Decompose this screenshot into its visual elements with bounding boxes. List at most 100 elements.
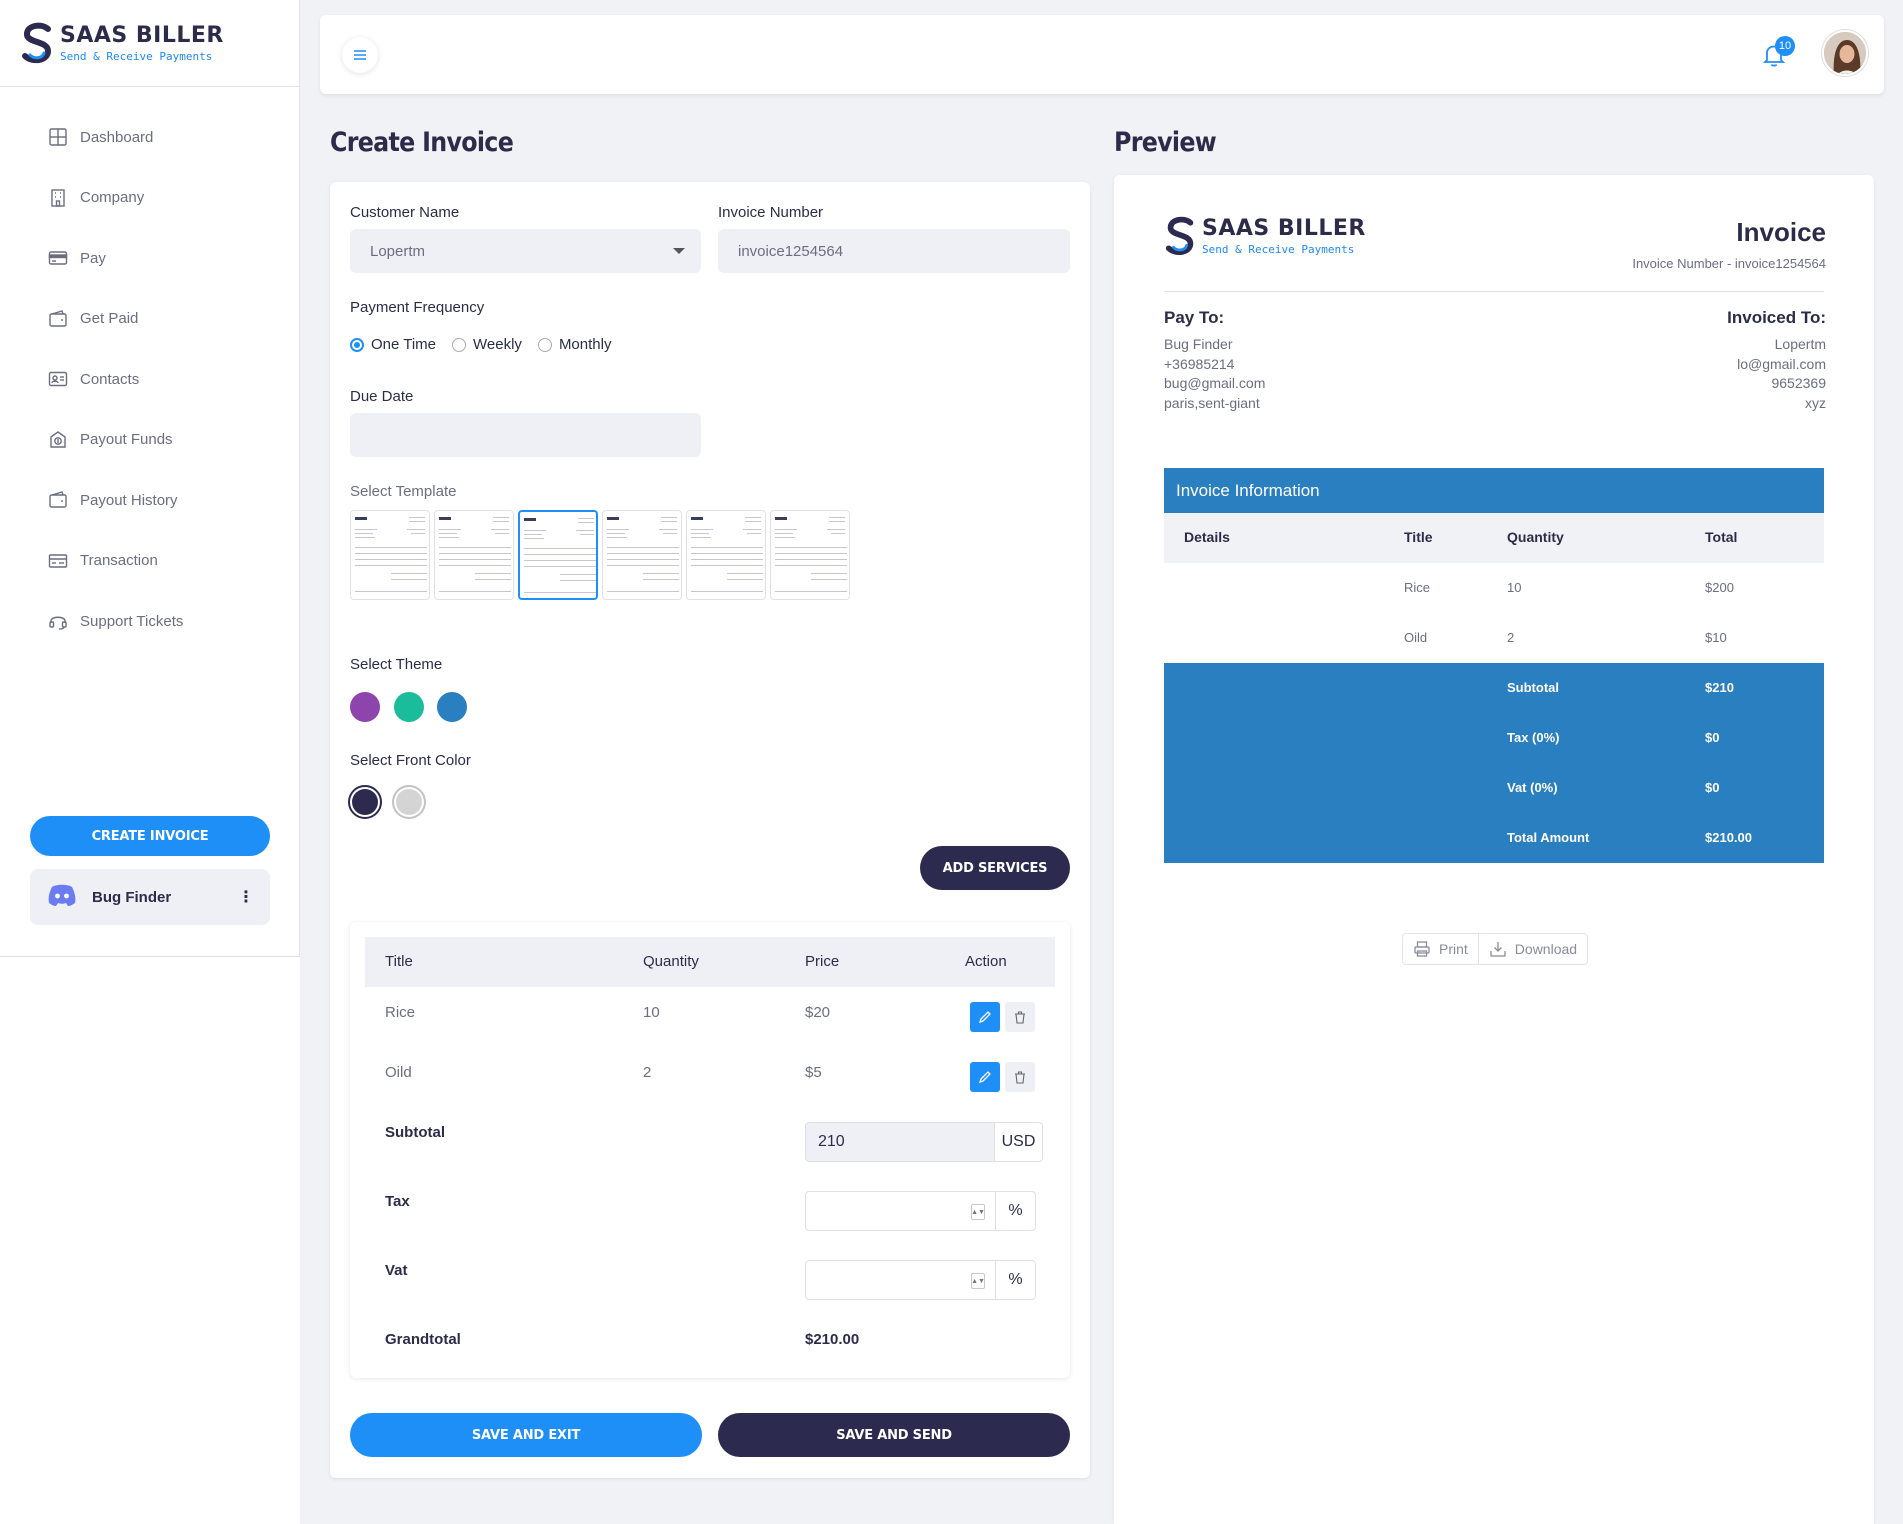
delete-service-button[interactable]: [1005, 1062, 1035, 1092]
sidebar-item-label: Payout Funds: [80, 431, 173, 449]
invoiced-to-line: lo@gmail.com: [1737, 356, 1826, 372]
template-line: [355, 547, 427, 548]
template-line: [439, 565, 511, 566]
user-avatar[interactable]: [1822, 30, 1868, 76]
select-theme-label: Select Theme: [350, 656, 443, 673]
logo-s-icon: [20, 21, 56, 65]
template-line: [727, 573, 763, 574]
sidebar-item-support-tickets[interactable]: Support Tickets: [0, 591, 299, 652]
sidebar-item-contacts[interactable]: Contacts: [0, 349, 299, 410]
template-line: [355, 533, 373, 534]
template-thumbnail[interactable]: [686, 510, 766, 600]
template-line: [831, 533, 845, 534]
sidebar-item-pay[interactable]: Pay: [0, 228, 299, 289]
template-line: [691, 529, 713, 530]
menu-toggle-button[interactable]: [342, 37, 378, 73]
template-line: [643, 573, 679, 574]
template-line: [691, 533, 709, 534]
template-line: [355, 591, 427, 592]
preview-brand-subtitle: Send & Receive Payments: [1202, 243, 1355, 256]
number-spinner-icon[interactable]: ▲▼: [971, 1273, 985, 1289]
sidebar-item-dashboard[interactable]: Dashboard: [0, 107, 299, 168]
brand-logo[interactable]: SAAS BILLER Send & Receive Payments: [0, 0, 299, 87]
theme-swatch-purple[interactable]: [350, 692, 380, 722]
user-card[interactable]: Bug Finder ⋮: [30, 869, 270, 925]
invoice-number-input[interactable]: invoice1254564: [718, 229, 1070, 273]
row-total: $200: [1705, 580, 1734, 595]
tax-input[interactable]: ▲▼: [805, 1191, 996, 1231]
template-thumbnail[interactable]: [602, 510, 682, 600]
template-line: [829, 517, 845, 518]
currency-unit: USD: [995, 1122, 1043, 1162]
brand-title: SAAS BILLER: [60, 23, 224, 48]
row-total: $10: [1705, 630, 1727, 645]
template-thumbnail[interactable]: [350, 510, 430, 600]
template-line: [607, 537, 627, 538]
download-button[interactable]: Download: [1477, 934, 1587, 964]
invoiced-to-heading: Invoiced To:: [1727, 308, 1826, 327]
preview-actions: Print Download: [1402, 933, 1589, 965]
template-thumbnail[interactable]: [434, 510, 514, 600]
create-invoice-title: Create Invoice: [330, 127, 514, 158]
edit-service-button[interactable]: [970, 1002, 1000, 1032]
template-line: [775, 591, 847, 592]
frequency-monthly-radio[interactable]: Monthly: [537, 336, 611, 353]
pencil-icon: [978, 1011, 991, 1024]
template-thumbnail[interactable]: [770, 510, 850, 600]
logo-s-icon: [1165, 216, 1194, 256]
template-line: [775, 529, 797, 530]
frequency-one-time-radio[interactable]: One Time: [350, 336, 436, 353]
vat-input[interactable]: ▲▼: [805, 1260, 996, 1300]
radio-label: One Time: [371, 336, 437, 353]
template-line: [355, 553, 427, 554]
invoiced-to-line: 9652369: [1771, 375, 1826, 391]
customer-name-select[interactable]: Lopertm: [350, 229, 701, 273]
theme-swatch-blue[interactable]: [437, 692, 467, 722]
save-and-send-button[interactable]: SAVE AND SEND: [718, 1413, 1070, 1457]
template-line: [775, 559, 847, 560]
preview-invoice-table: Invoice Information Details Title Quanti…: [1164, 468, 1824, 863]
divider: [1164, 291, 1824, 292]
service-price: $5: [805, 1064, 822, 1081]
template-thumbnail-selected[interactable]: [518, 510, 598, 600]
template-line: [439, 591, 511, 592]
radio-empty-icon: [537, 337, 552, 352]
number-spinner-icon[interactable]: ▲▼: [971, 1204, 985, 1220]
edit-service-button[interactable]: [970, 1062, 1000, 1092]
sidebar-item-get-paid[interactable]: Get Paid: [0, 289, 299, 350]
frequency-weekly-radio[interactable]: Weekly: [452, 336, 522, 353]
template-line: [775, 565, 847, 566]
template-line: [775, 553, 847, 554]
template-line: [391, 579, 427, 580]
add-services-button[interactable]: ADD SERVICES: [920, 846, 1070, 890]
table-row: Rice 10 $200: [1164, 563, 1824, 613]
select-font-color-label: Select Front Color: [350, 752, 471, 769]
template-line: [355, 537, 375, 538]
template-line: [524, 548, 596, 549]
sidebar-item-transaction[interactable]: Transaction: [0, 531, 299, 592]
delete-service-button[interactable]: [1005, 1002, 1035, 1032]
more-vertical-icon[interactable]: ⋮: [238, 889, 254, 906]
download-label: Download: [1514, 941, 1578, 957]
save-and-exit-button[interactable]: SAVE AND EXIT: [350, 1413, 702, 1457]
theme-swatch-teal[interactable]: [394, 692, 424, 722]
template-line: [691, 547, 763, 548]
vat-label: Vat (0%): [1507, 780, 1558, 795]
template-line: [391, 573, 427, 574]
template-line: [691, 591, 763, 592]
template-line: [560, 580, 596, 581]
percent-unit: %: [996, 1260, 1036, 1300]
template-line: [811, 573, 847, 574]
sidebar-item-payout-funds[interactable]: Payout Funds: [0, 410, 299, 471]
sidebar-item-payout-history[interactable]: Payout History: [0, 470, 299, 531]
subtotal-label: Subtotal: [1507, 680, 1559, 695]
radio-selected-icon: [350, 337, 364, 352]
font-color-swatch-dark[interactable]: [348, 785, 382, 819]
due-date-input[interactable]: [350, 413, 701, 457]
print-button[interactable]: Print: [1403, 934, 1478, 964]
sidebar-item-company[interactable]: Company: [0, 168, 299, 229]
create-invoice-button[interactable]: CREATE INVOICE: [30, 816, 270, 856]
template-line: [607, 529, 629, 530]
font-color-swatch-gray[interactable]: [392, 785, 426, 819]
template-line: [607, 591, 679, 592]
